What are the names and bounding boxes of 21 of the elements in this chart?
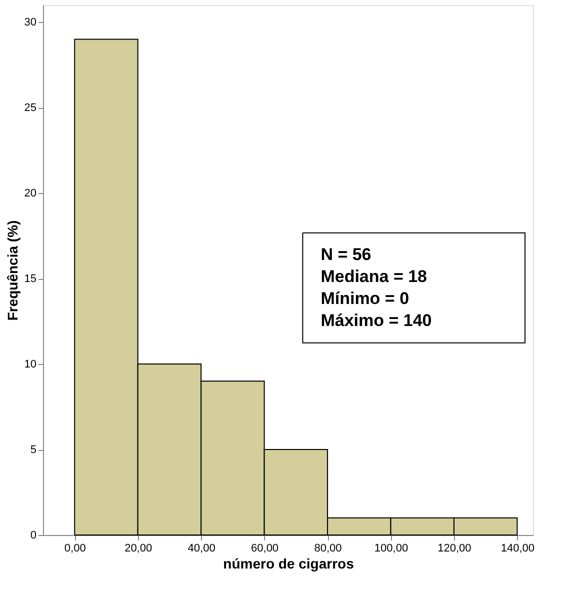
x-tick-label: 120,00: [438, 542, 472, 554]
y-tick-label: 0: [30, 530, 36, 542]
x-tick-label: 0,00: [64, 542, 86, 554]
y-tick-label: 15: [24, 273, 36, 286]
y-tick-label: 20: [24, 188, 36, 200]
x-axis-title: número de cigarros: [223, 556, 354, 572]
x-tick-label: 60,00: [251, 542, 279, 554]
annotation: N = 56: [320, 244, 372, 264]
x-tick-label: 20,00: [124, 542, 152, 554]
x-tick-label: 40,00: [188, 542, 216, 554]
y-tick-label: 5: [30, 444, 36, 456]
y-tick-label: 25: [24, 102, 36, 114]
x-tick-label: 80,00: [314, 542, 342, 554]
y-tick-label: 10: [24, 358, 36, 371]
annotation: Mínimo = 0: [320, 288, 410, 308]
x-tick-label: 100,00: [374, 542, 408, 554]
annotation: Máximo = 140: [320, 310, 432, 330]
annotation: Mediana = 18: [320, 266, 428, 286]
y-axis-title: Frequência (%): [4, 220, 20, 321]
y-tick-label: 30: [24, 16, 36, 29]
x-tick-label: 140,00: [500, 542, 535, 554]
